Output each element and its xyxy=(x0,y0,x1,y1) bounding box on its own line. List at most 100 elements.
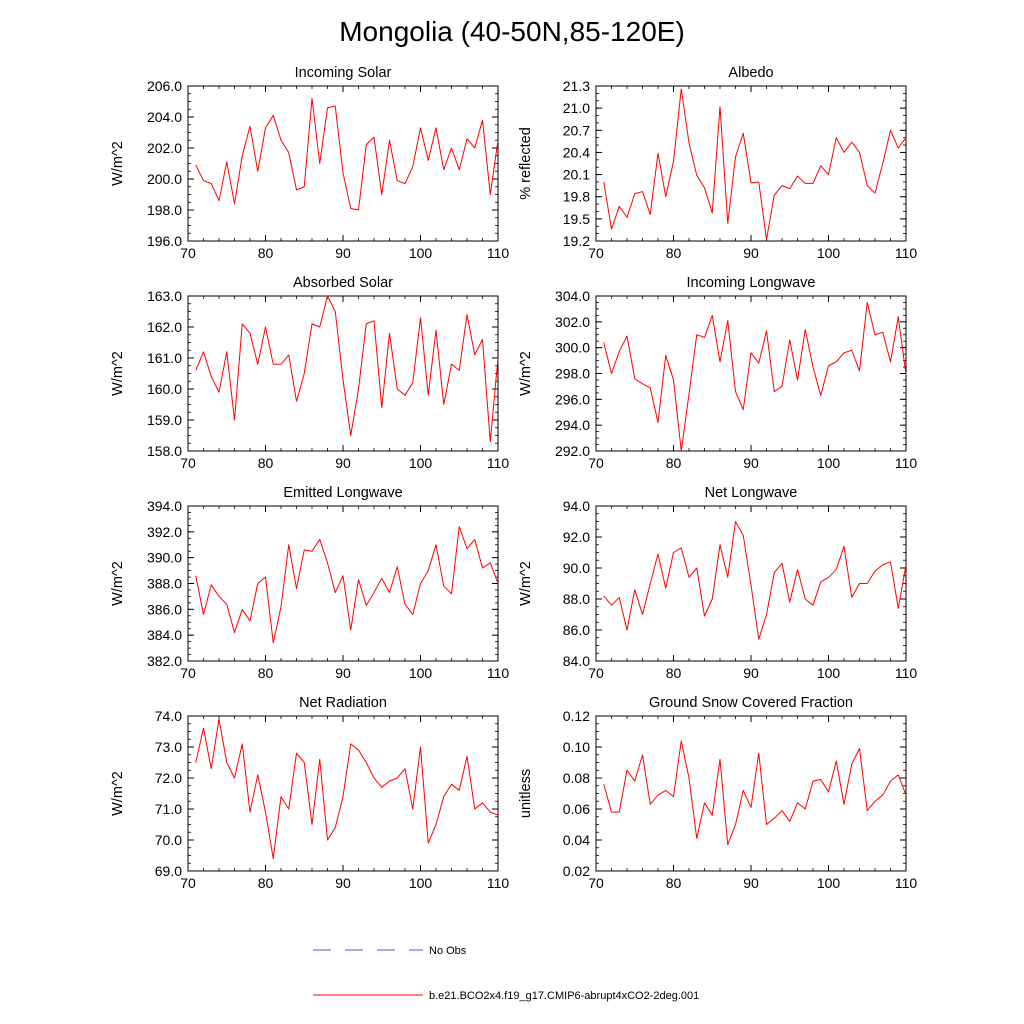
x-tick-label: 100 xyxy=(817,665,841,681)
y-tick-label: 304.0 xyxy=(555,288,590,304)
plot-frame xyxy=(595,85,907,242)
legend: No Obs b.e21.BCO2x4.f19_g17.CMIP6-abrupt… xyxy=(313,945,699,1002)
x-tick-label: 80 xyxy=(666,665,682,681)
y-tick-label: 88.0 xyxy=(563,591,590,607)
x-tick-label: 90 xyxy=(743,245,759,261)
y-tick-label: 21.3 xyxy=(563,78,590,94)
y-tick-label: 202.0 xyxy=(147,140,182,156)
y-axis-label: W/m^2 xyxy=(110,561,126,606)
x-tick-label: 90 xyxy=(335,455,351,471)
y-tick-label: 84.0 xyxy=(563,653,590,669)
x-tick-label: 110 xyxy=(487,455,510,471)
x-tick-label: 110 xyxy=(487,875,510,891)
figure-title: Mongolia (40-50N,85-120E) xyxy=(339,16,685,47)
y-axis-label: W/m^2 xyxy=(518,561,534,606)
x-tick-label: 90 xyxy=(335,875,351,891)
x-tick-label: 80 xyxy=(258,665,274,681)
series-line-net-longwave xyxy=(603,521,907,640)
series-line-albedo xyxy=(603,88,907,241)
panel-title: Incoming Solar xyxy=(295,65,392,81)
y-tick-label: 392.0 xyxy=(147,524,182,540)
y-axis-label: W/m^2 xyxy=(110,141,126,186)
x-tick-label: 90 xyxy=(743,455,759,471)
y-tick-label: 90.0 xyxy=(563,560,590,576)
y-tick-label: 0.12 xyxy=(563,708,590,724)
plot-frame xyxy=(187,505,499,662)
panel-title: Net Radiation xyxy=(299,695,387,711)
y-tick-label: 73.0 xyxy=(155,739,182,755)
y-tick-label: 388.0 xyxy=(147,576,182,592)
y-tick-label: 20.1 xyxy=(563,167,590,183)
plot-frame xyxy=(595,715,907,872)
y-tick-label: 70.0 xyxy=(155,832,182,848)
x-tick-label: 70 xyxy=(588,245,604,261)
y-tick-label: 302.0 xyxy=(555,314,590,330)
y-tick-label: 298.0 xyxy=(555,366,590,382)
plot-frame xyxy=(595,295,907,452)
y-tick-label: 86.0 xyxy=(563,622,590,638)
y-tick-label: 72.0 xyxy=(155,770,182,786)
x-tick-label: 70 xyxy=(180,875,196,891)
y-tick-label: 386.0 xyxy=(147,601,182,617)
x-tick-label: 100 xyxy=(817,245,841,261)
y-tick-label: 292.0 xyxy=(555,443,590,459)
x-tick-label: 100 xyxy=(409,455,433,471)
panel-albedo: Albedo % reflected 19.2 19.5 19.8 20.1 20.4 20.… xyxy=(518,65,917,261)
panel-title: Emitted Longwave xyxy=(283,485,402,501)
y-tick-label: 94.0 xyxy=(563,498,590,514)
panel-title: Incoming Longwave xyxy=(687,275,816,291)
y-tick-label: 0.08 xyxy=(563,770,590,786)
x-tick-label: 110 xyxy=(895,665,918,681)
x-tick-label: 70 xyxy=(180,455,196,471)
legend-label-model-run: b.e21.BCO2x4.f19_g17.CMIP6-abrupt4xCO2-2… xyxy=(429,990,699,1002)
x-tick-label: 70 xyxy=(588,455,604,471)
panel-ground-snow-covered-fraction: Ground Snow Covered Fraction unitless 0.02… xyxy=(518,695,917,891)
x-tick-label: 80 xyxy=(666,875,682,891)
panel-emitted-longwave: Emitted Longwave W/m^2 382.0 384.0 386.0 388.… xyxy=(110,485,509,681)
plot-frame xyxy=(187,85,499,242)
panel-incoming-solar: Incoming Solar W/m^2 196.0 198.0 200.0 202.0 2… xyxy=(110,65,509,261)
x-tick-label: 100 xyxy=(817,875,841,891)
series-line-incoming-solar xyxy=(195,97,499,211)
panels: Incoming Solar W/m^2 196.0 198.0 200.0 202.0 2… xyxy=(110,65,917,891)
x-tick-label: 80 xyxy=(258,455,274,471)
y-tick-label: 19.2 xyxy=(563,233,590,249)
y-tick-label: 384.0 xyxy=(147,627,182,643)
y-tick-label: 206.0 xyxy=(147,78,182,94)
y-tick-label: 382.0 xyxy=(147,653,182,669)
panel-net-longwave: Net Longwave W/m^2 84.0 86.0 88.0 90.0 92.0 94.… xyxy=(518,485,917,681)
x-tick-label: 70 xyxy=(588,665,604,681)
y-tick-label: 204.0 xyxy=(147,109,182,125)
y-axis-label: unitless xyxy=(518,769,534,818)
y-tick-label: 294.0 xyxy=(555,417,590,433)
y-tick-label: 300.0 xyxy=(555,340,590,356)
y-tick-label: 21.0 xyxy=(563,100,590,116)
panel-absorbed-solar: Absorbed Solar W/m^2 158.0 159.0 160.0 161.0 1… xyxy=(110,275,509,471)
x-tick-label: 100 xyxy=(409,245,433,261)
x-tick-label: 100 xyxy=(817,455,841,471)
legend-label-no-obs: No Obs xyxy=(429,945,467,957)
x-tick-label: 70 xyxy=(588,875,604,891)
y-tick-label: 19.8 xyxy=(563,189,590,205)
x-tick-label: 90 xyxy=(335,665,351,681)
y-tick-label: 296.0 xyxy=(555,391,590,407)
y-tick-label: 92.0 xyxy=(563,529,590,545)
panel-incoming-longwave: Incoming Longwave W/m^2 292.0 294.0 296.0 298… xyxy=(518,275,917,471)
x-tick-label: 110 xyxy=(487,665,510,681)
y-tick-label: 0.06 xyxy=(563,801,590,817)
x-tick-label: 70 xyxy=(180,245,196,261)
panel-net-radiation: Net Radiation W/m^2 69.0 70.0 71.0 72.0 73.0 74… xyxy=(110,695,509,891)
y-axis-label: W/m^2 xyxy=(110,771,126,816)
x-tick-label: 100 xyxy=(409,875,433,891)
x-tick-label: 90 xyxy=(743,875,759,891)
x-tick-label: 90 xyxy=(335,245,351,261)
panel-title: Albedo xyxy=(728,65,773,81)
panel-title: Ground Snow Covered Fraction xyxy=(649,695,853,711)
x-tick-label: 100 xyxy=(409,665,433,681)
y-axis-label: W/m^2 xyxy=(518,351,534,396)
series-line-incoming-longwave xyxy=(603,301,907,452)
y-tick-label: 69.0 xyxy=(155,863,182,879)
x-tick-label: 110 xyxy=(895,245,918,261)
y-tick-label: 162.0 xyxy=(147,319,182,335)
